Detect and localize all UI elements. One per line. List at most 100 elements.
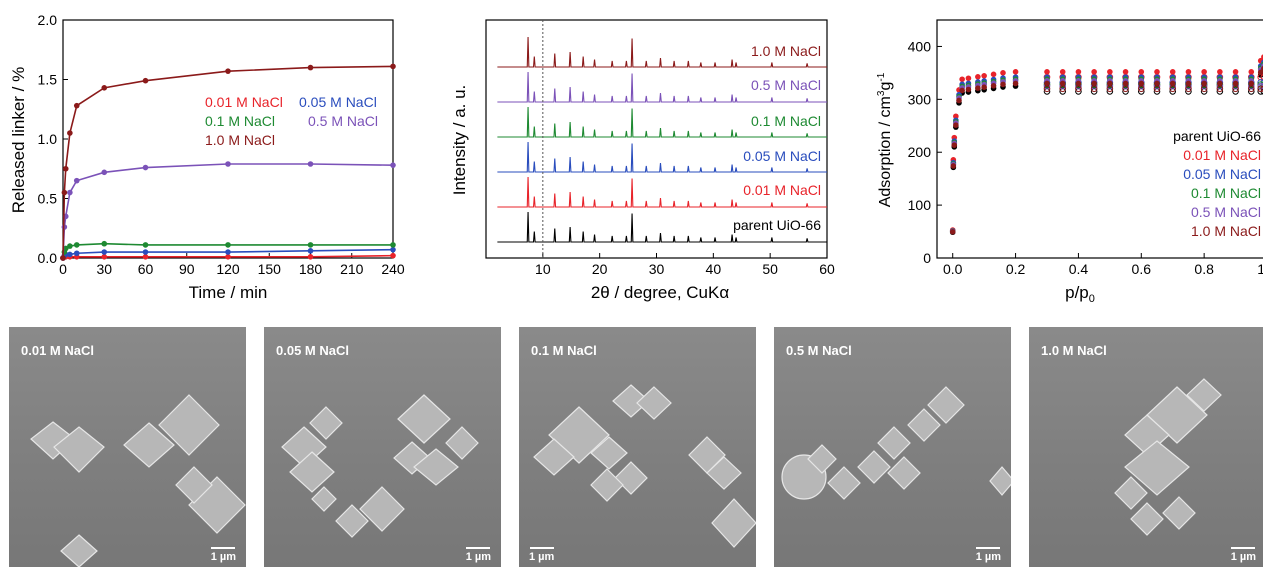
adsorption-point <box>1185 69 1192 75</box>
data-point <box>61 189 68 196</box>
x-tick-label: 150 <box>258 261 282 277</box>
x-tick-label: 40 <box>706 261 722 277</box>
adsorption-point <box>1000 81 1006 88</box>
legend-label: 0.1 M NaCl <box>205 113 275 129</box>
desorption-point <box>1169 85 1177 93</box>
adsorption-point <box>1107 80 1113 87</box>
legend-label: parent UiO-66 <box>1173 128 1261 144</box>
adsorption-point <box>1138 69 1145 75</box>
adsorption-point <box>1059 69 1066 75</box>
x-tick-label: 0 <box>59 261 67 277</box>
data-point <box>225 68 231 74</box>
y-axis-label: Intensity / a. u. <box>450 85 469 196</box>
sem-image-0-5: 0.5 M NaCl 1 µm <box>774 327 1011 567</box>
series-label: 0.5 M NaCl <box>751 77 821 93</box>
adsorption-point <box>1059 80 1066 87</box>
data-point <box>67 251 73 258</box>
adsorption-point <box>1012 69 1019 75</box>
adsorption-point <box>1217 80 1223 87</box>
adsorption-point <box>1248 80 1255 87</box>
x-axis-label: p/p0 <box>1065 283 1095 305</box>
data-point <box>67 189 73 196</box>
series-group <box>949 54 1263 236</box>
adsorption-point <box>990 71 997 78</box>
x-tick-label: 0.4 <box>1069 261 1089 277</box>
data-point <box>62 165 69 172</box>
data-point <box>73 242 80 248</box>
adsorption-point <box>1091 69 1097 75</box>
x-tick-label: 50 <box>762 261 778 277</box>
adsorption-point <box>956 97 962 104</box>
y-ticks: 0.0 0.5 1.0 1.5 2.0 <box>38 12 68 266</box>
scale-bar-line <box>211 547 236 549</box>
pxrd-pattern <box>497 176 827 208</box>
desorption-point <box>1257 85 1263 93</box>
crystal-illustration <box>30 394 246 567</box>
series-label: parent UiO-66 <box>733 217 821 233</box>
data-point <box>101 85 108 91</box>
adsorption-point <box>1000 70 1006 76</box>
sem-label: 0.05 M NaCl <box>276 343 349 358</box>
sem-label: 1.0 M NaCl <box>1041 343 1107 358</box>
x-tick-label: 1.0 <box>1257 261 1263 277</box>
legend-label: 0.01 M NaCl <box>1183 147 1261 163</box>
adsorption-point <box>1201 69 1207 75</box>
adsorption-point <box>1248 69 1255 75</box>
series-label: 0.05 M NaCl <box>743 148 821 164</box>
data-point <box>67 130 73 136</box>
x-tick-label: 240 <box>381 261 405 277</box>
desorption-point <box>1090 85 1098 93</box>
sem-label: 0.01 M NaCl <box>21 343 94 358</box>
scale-bar: 1 µm <box>1231 547 1256 563</box>
desorption-point <box>1260 79 1263 86</box>
adsorption-point <box>1169 80 1176 87</box>
y-tick-label: 300 <box>908 91 932 107</box>
data-point <box>142 254 149 260</box>
sem-image-1-0: 1.0 M NaCl 1 µm <box>1029 327 1263 567</box>
x-axis-label-main: p/p <box>1065 283 1089 302</box>
desorption-point <box>1185 85 1192 93</box>
scale-bar: 1 µm <box>466 547 491 563</box>
x-tick-label: 0.8 <box>1194 261 1214 277</box>
crystal-illustration <box>533 384 756 548</box>
adsorption-point <box>959 87 965 94</box>
pxrd-pattern <box>497 211 827 243</box>
adsorption-point <box>1138 80 1145 87</box>
legend: 0.01 M NaCl 0.05 M NaCl 0.1 M NaCl 0.5 M… <box>205 94 378 148</box>
desorption-point <box>1059 85 1067 93</box>
legend-label: 0.01 M NaCl <box>205 94 283 110</box>
y-tick-label: 1.0 <box>38 131 58 147</box>
desorption-point <box>1216 85 1224 93</box>
adsorption-point <box>1185 80 1192 87</box>
desorption-point <box>1260 73 1263 81</box>
scale-bar-line <box>466 547 491 549</box>
adsorption-point <box>981 84 987 90</box>
y-tick-label: 0.0 <box>38 250 58 266</box>
desorption-point <box>1153 85 1161 93</box>
legend-label: 1.0 M NaCl <box>205 132 275 148</box>
adsorption-point <box>1075 80 1082 87</box>
y-axis-label-mid: g <box>877 82 894 91</box>
series-label: 0.1 M NaCl <box>751 113 821 129</box>
data-point <box>60 255 66 261</box>
sem-image-0-05: 0.05 M NaCl 1 µm <box>264 327 501 567</box>
adsorption-point <box>1091 80 1097 87</box>
pxrd-chart: 10 20 30 40 50 60 2θ / degree, CuKα Intensity… <box>450 19 835 302</box>
data-point <box>307 64 314 71</box>
scale-bar: 1 µm <box>976 547 1001 563</box>
pxrd-pattern <box>497 141 827 173</box>
series-group <box>60 63 396 261</box>
data-point <box>101 254 108 260</box>
adsorption-point <box>981 73 987 79</box>
y-axis-label: Adsorption / cm3g-1 <box>876 72 894 207</box>
adsorption-point <box>975 85 981 91</box>
data-point <box>225 249 231 255</box>
pxrd-pattern <box>497 106 827 138</box>
adsorption-point <box>950 163 957 169</box>
scale-bar: 1 µm <box>211 547 236 563</box>
sem-label: 0.1 M NaCl <box>531 343 597 358</box>
data-point <box>307 254 314 260</box>
x-tick-label: 90 <box>179 261 195 277</box>
adsorption-point <box>1217 69 1223 75</box>
